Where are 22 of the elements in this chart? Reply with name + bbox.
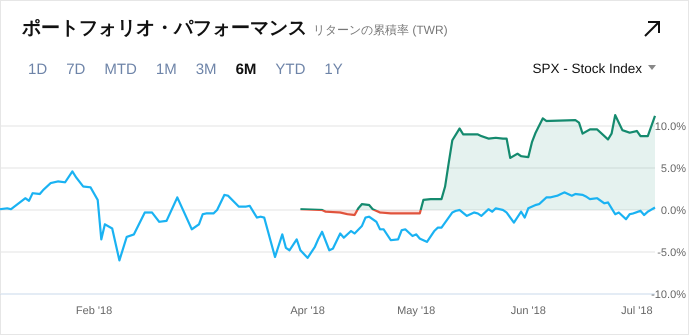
y-tick-label: 0.0% (660, 205, 686, 217)
text: 1M (156, 61, 177, 78)
x-tick-label: May '18 (397, 305, 436, 317)
y-tick-label: 10.0% (654, 121, 686, 133)
text: MTD (104, 61, 138, 78)
text: 1Y (324, 61, 343, 78)
text: SPX - Stock Index (532, 61, 642, 76)
x-tick-label: Jul '18 (621, 305, 653, 317)
chart-subtitle: リターンの累積率 (TWR) (313, 23, 448, 37)
chart-title: ポートフォリオ・パフォーマンス (21, 18, 307, 39)
x-tick-label: Jun '18 (510, 305, 546, 317)
y-tick-label: -10.0% (651, 289, 686, 301)
y-tick-label: -5.0% (657, 247, 686, 259)
y-tick-label: 5.0% (660, 163, 686, 175)
line-series (0, 170, 656, 262)
text: 7D (66, 61, 86, 78)
x-tick-label: Feb '18 (76, 305, 112, 317)
text: 3M (196, 61, 217, 78)
text: 6M (236, 61, 256, 78)
text: YTD (275, 61, 306, 78)
x-tick-label: Apr '18 (290, 305, 325, 317)
text: 1D (28, 61, 48, 78)
